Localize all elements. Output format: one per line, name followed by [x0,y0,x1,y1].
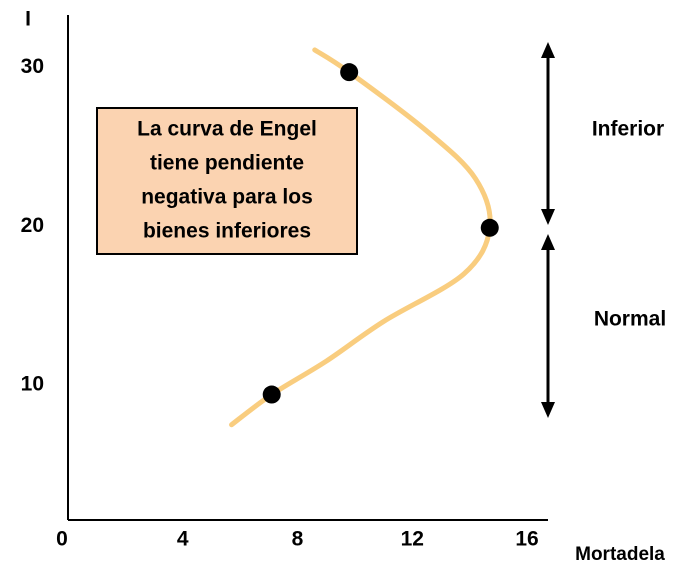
annotation-line: tiene pendiente [150,152,304,175]
x-tick-label: 4 [177,528,189,551]
x-axis-label: Mortadela [575,544,665,565]
point [340,63,359,82]
y-tick-label: 30 [21,55,44,78]
range-label: Normal [594,308,666,331]
range-label: Inferior [592,118,664,141]
point [262,385,281,404]
x-tick-label: 0 [56,528,68,551]
y-axis-label: I [25,8,31,31]
point [480,218,499,237]
engel-curve [229,47,493,428]
annotation-line: negativa para los [141,186,313,209]
annotation-box [96,107,358,255]
arrow-head [541,42,555,58]
arrow-head [541,209,555,225]
arrow-head [541,402,555,418]
x-tick-label: 12 [401,528,424,551]
annotation-line: bienes inferiores [143,220,311,243]
range-arrows [541,42,555,418]
x-tick-label: 16 [515,528,538,551]
y-tick-label: 20 [21,214,44,237]
y-tick-label: 10 [21,373,44,396]
annotation-line: La curva de Engel [137,118,317,141]
arrow-head [541,234,555,250]
x-tick-label: 8 [292,528,304,551]
